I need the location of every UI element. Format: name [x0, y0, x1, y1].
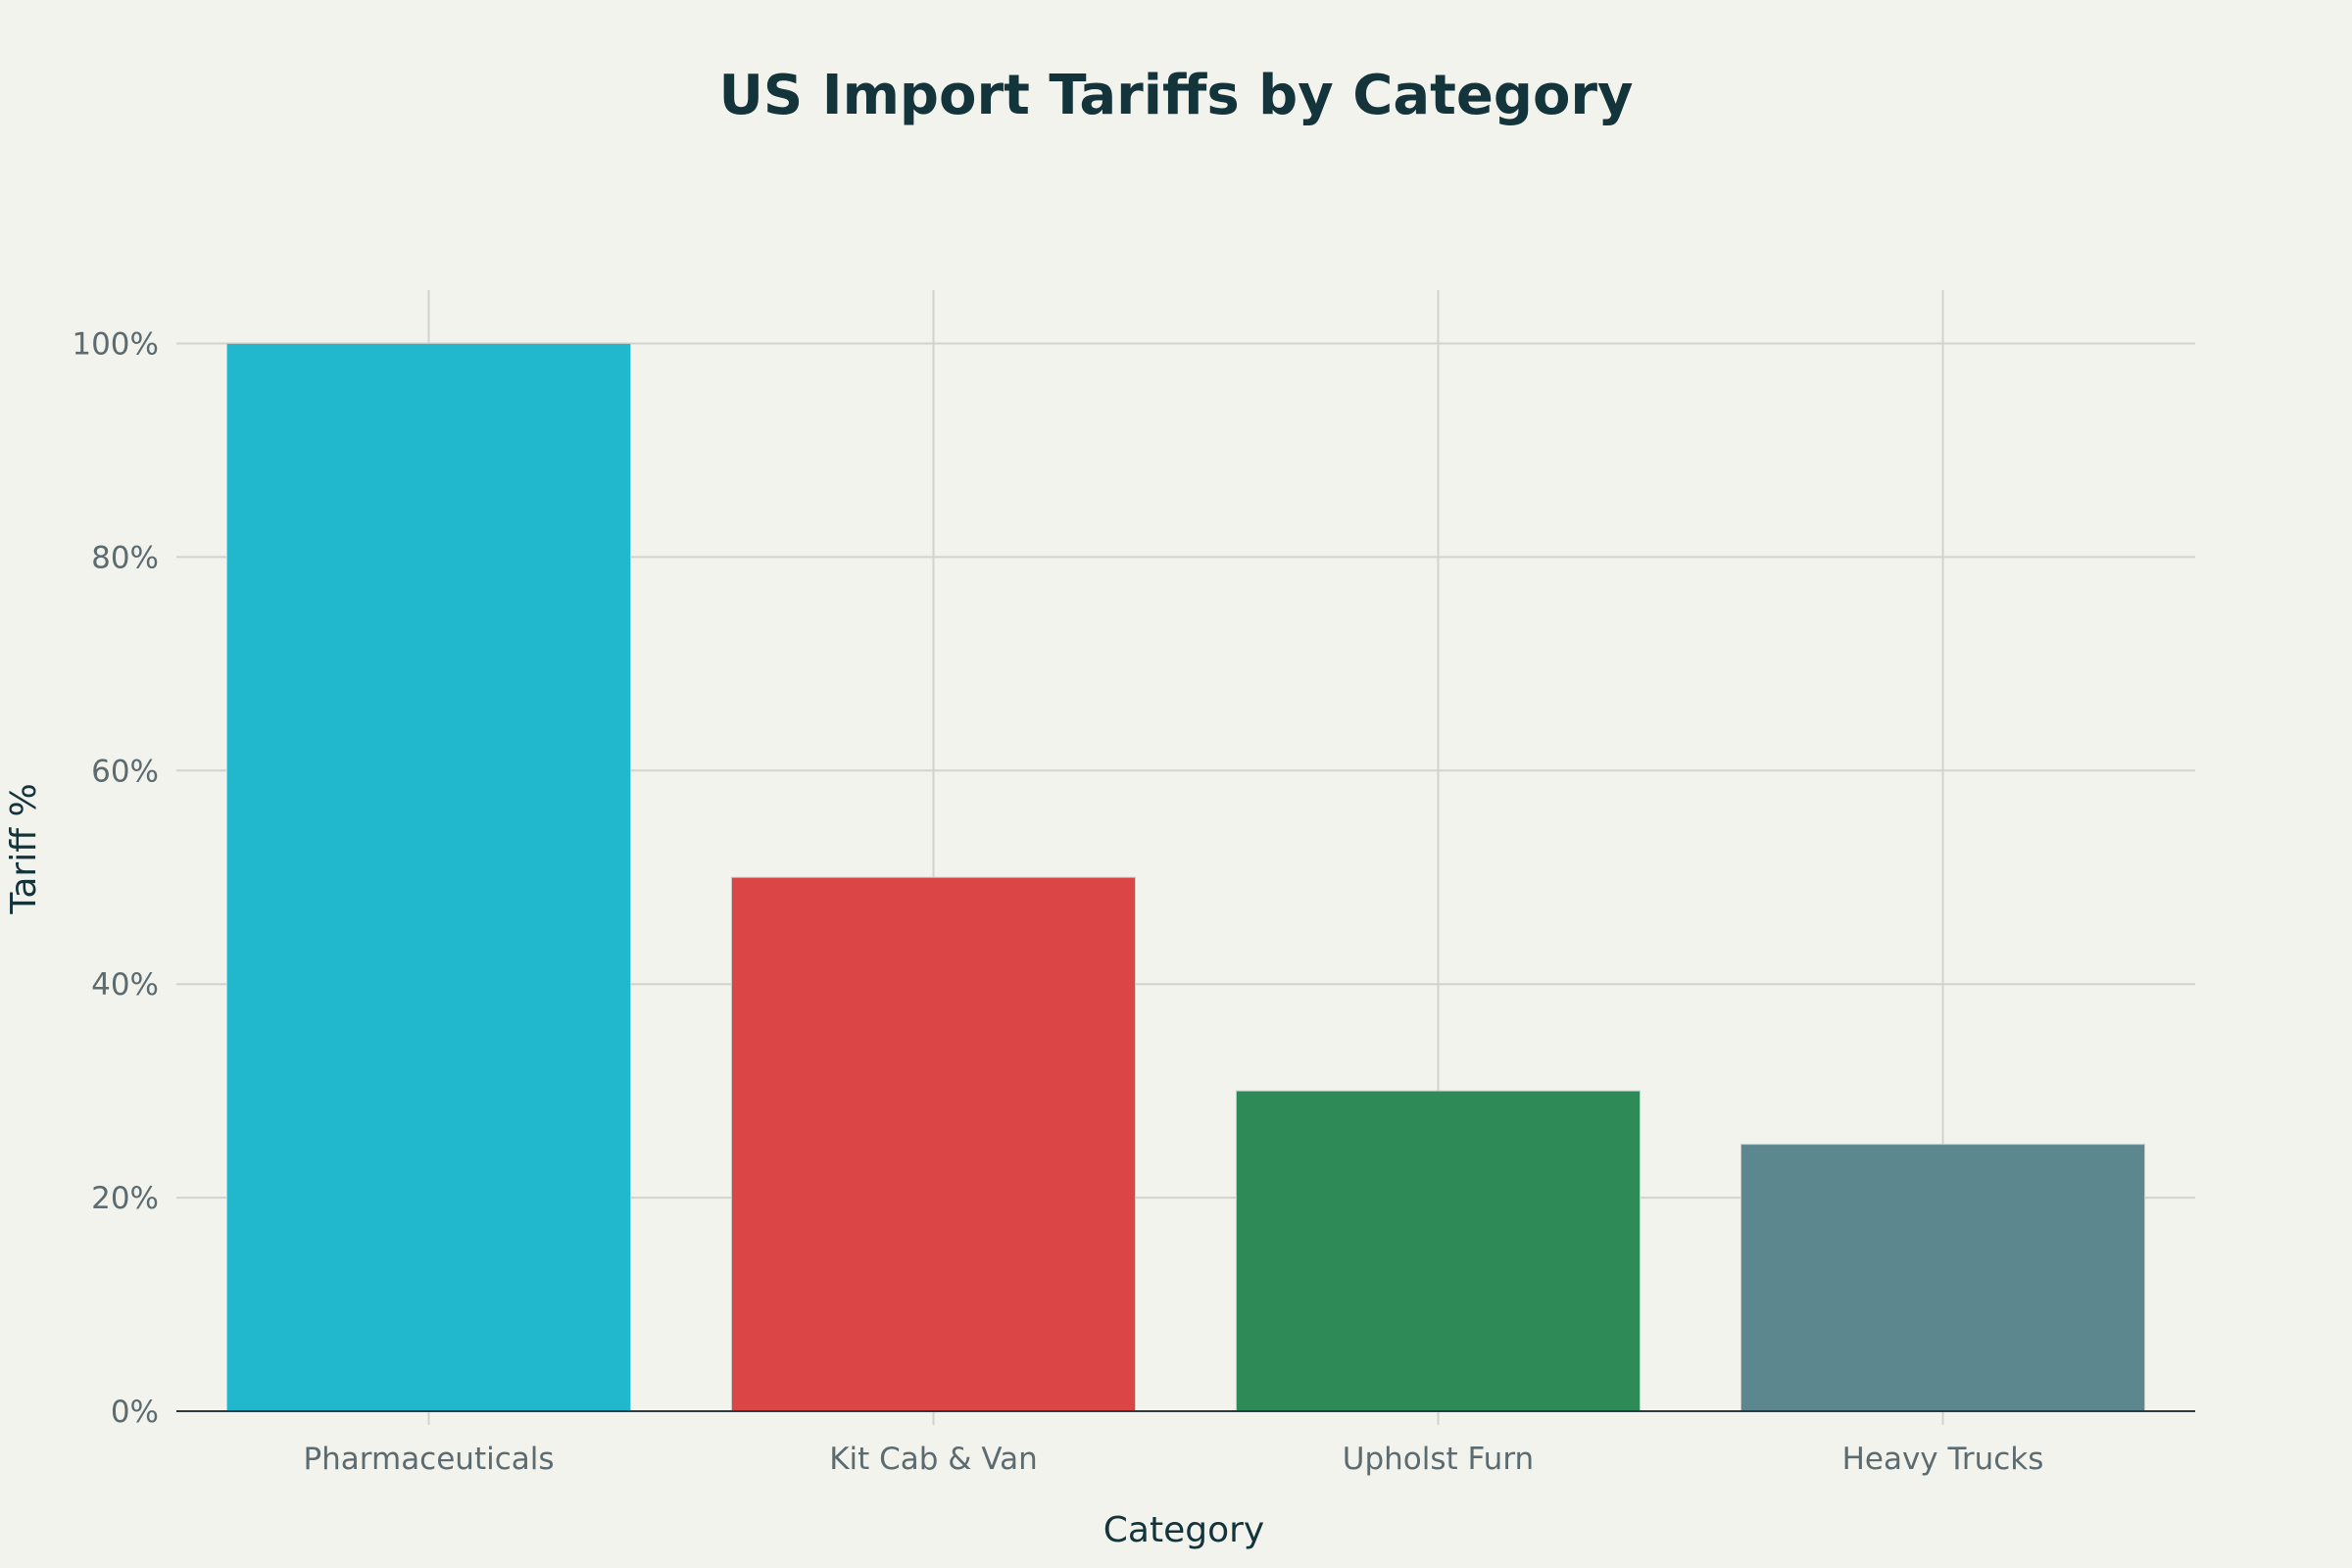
x-axis-title: Category — [1103, 1510, 1264, 1550]
y-tick-label: 60% — [91, 754, 159, 789]
y-tick-label: 100% — [72, 326, 159, 362]
bar-heavy-trucks — [1740, 1144, 2145, 1412]
bar-layer — [226, 342, 2145, 1412]
bar-kit-cab-van — [731, 876, 1136, 1412]
bar-pharmaceuticals — [226, 342, 631, 1412]
y-axis-title: Tariff % — [4, 783, 44, 914]
x-tick-label: Pharmaceuticals — [303, 1442, 554, 1477]
y-tick-label: 80% — [91, 540, 159, 575]
y-tick-label: 40% — [91, 967, 159, 1003]
x-tick-label: Heavy Trucks — [1842, 1442, 2044, 1477]
label-layer: 0% 20% 40% 60% 80% 100% Pharmaceuticals Kit Cab… — [72, 326, 2043, 1477]
x-tick-label: Upholst Furn — [1343, 1442, 1534, 1477]
y-tick-label: 0% — [111, 1395, 159, 1430]
chart-title: US Import Tariffs by Category — [718, 64, 1633, 127]
x-tick-label: Kit Cab & Van — [829, 1442, 1038, 1477]
y-tick-label: 20% — [91, 1181, 159, 1216]
bar-upholst-furn — [1236, 1090, 1641, 1412]
